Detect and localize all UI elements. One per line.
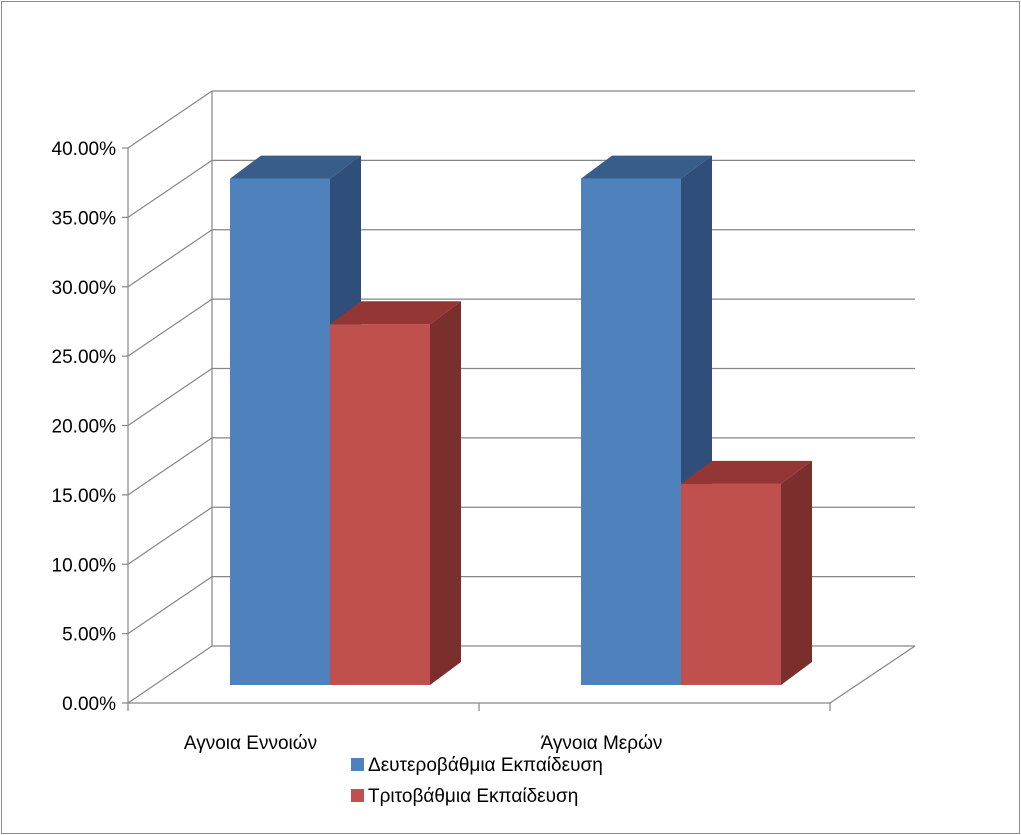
legend: Δευτεροβάθμια Εκπαίδευση Τριτοβάθμια Εκπα… [351,755,603,807]
gridline-diagonal [127,368,213,426]
y-tick-label: 15.00% [52,486,117,507]
gridline-diagonal [127,298,213,357]
bar-side [430,301,461,685]
y-tick-label: 30.00% [52,278,117,299]
legend-swatch [351,758,364,771]
legend-label: Δευτεροβάθμια Εκπαίδευση [368,755,603,776]
bar-top [330,301,461,325]
y-tick-label: 20.00% [52,417,117,438]
x-axis-categories: Αγνοια Εννοιών Άγνοια Μερών [184,733,663,754]
axes [122,147,916,711]
gridline-diagonal [127,229,213,288]
bar-front [230,178,330,685]
y-tick-label: 35.00% [52,208,117,229]
y-tick-label: 5.00% [62,625,116,646]
bar [681,460,812,685]
y-axis-ticks: 0.00% 5.00% 10.00% 15.00% 20.00% 25.00% 30.00%… [52,139,117,715]
gridline-diagonal [127,506,213,565]
bar-front [681,483,781,685]
bar-top [581,155,712,179]
bar-side [781,460,812,685]
y-tick-label: 25.00% [52,347,117,368]
y-tick-label: 40.00% [52,139,117,160]
x-category-label: Άγνοια Μερών [541,733,663,754]
gridline-diagonal [127,645,213,704]
gridline-diagonal [127,159,213,218]
gridline-diagonal [127,437,213,496]
bar [330,301,461,685]
bar-front [581,178,681,685]
y-tick-label: 0.00% [62,694,116,715]
y-tick-label: 10.00% [52,555,117,576]
floor-right-edge [829,645,916,704]
bar-top [230,155,361,179]
gridline-diagonal [127,576,213,635]
legend-label: Τριτοβάθμια Εκπαίδευση [368,786,578,807]
bar-front [330,324,430,685]
x-category-label: Αγνοια Εννοιών [184,733,317,754]
legend-swatch [351,789,364,802]
gridline-diagonal [127,90,213,149]
bars [230,155,812,685]
bar-top [681,460,812,484]
